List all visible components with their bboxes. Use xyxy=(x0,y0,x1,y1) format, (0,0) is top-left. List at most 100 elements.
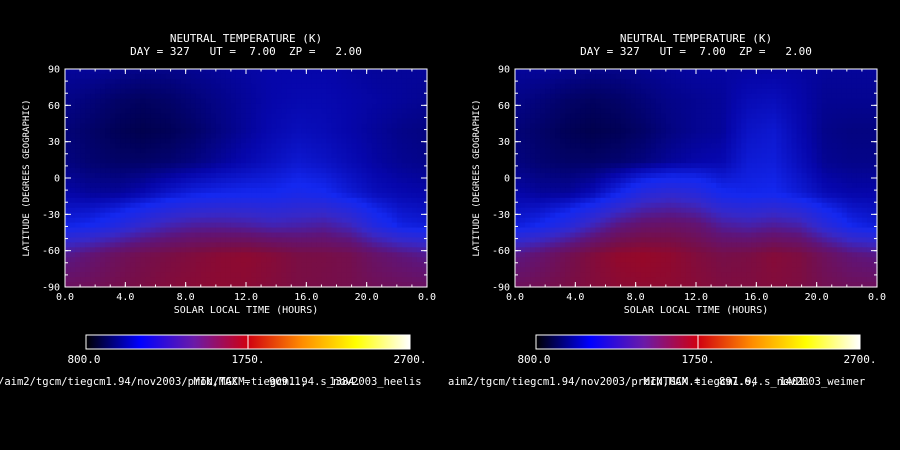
heatmap-cell xyxy=(256,202,262,209)
heatmap-cell xyxy=(175,257,182,263)
heatmap-cell xyxy=(130,227,136,234)
heatmap-cell xyxy=(220,212,227,219)
heatmap-cell xyxy=(90,113,96,120)
heatmap-cell xyxy=(160,187,167,194)
heatmap-cell xyxy=(376,78,383,85)
heatmap-cell xyxy=(771,98,778,105)
heatmap-cell xyxy=(406,262,413,268)
heatmap-cell xyxy=(600,168,607,174)
heatmap-cell xyxy=(100,227,106,234)
heatmap-cell xyxy=(220,118,227,125)
heatmap-cell xyxy=(416,163,423,169)
heatmap-cell xyxy=(361,148,368,154)
heatmap-cell xyxy=(866,178,873,184)
heatmap-cell xyxy=(100,217,106,224)
heatmap-cell xyxy=(296,272,302,278)
heatmap-cell xyxy=(230,103,237,110)
heatmap-cell xyxy=(291,83,297,90)
heatmap-cell xyxy=(386,138,393,144)
heatmap-cell xyxy=(515,103,521,110)
heatmap-cell xyxy=(95,138,101,144)
heatmap-cell xyxy=(356,212,363,219)
heatmap-cell xyxy=(195,267,202,273)
heatmap-cell xyxy=(851,83,858,90)
heatmap-cell xyxy=(630,168,637,174)
heatmap-cell xyxy=(271,232,277,239)
heatmap-cell xyxy=(261,143,267,149)
heatmap-cell xyxy=(595,168,602,174)
heatmap-cell xyxy=(195,163,202,169)
heatmap-cell xyxy=(120,237,126,243)
heatmap-cell xyxy=(821,133,828,139)
heatmap-cell xyxy=(781,168,788,174)
heatmap-cell xyxy=(401,83,408,90)
heatmap-cell xyxy=(595,143,602,149)
heatmap-cell xyxy=(386,173,393,179)
heatmap-cell xyxy=(281,192,287,199)
heatmap-cell xyxy=(630,163,637,169)
heatmap-cell xyxy=(170,98,177,105)
heatmap-cell xyxy=(160,123,167,130)
heatmap-cell xyxy=(316,227,323,234)
heatmap-cell xyxy=(540,158,546,164)
heatmap-cell xyxy=(866,98,873,105)
heatmap-cell xyxy=(655,118,662,125)
heatmap-cell xyxy=(366,187,373,194)
heatmap-cell xyxy=(170,282,177,288)
heatmap-cell xyxy=(585,103,592,110)
heatmap-cell xyxy=(635,178,642,184)
heatmap-cell xyxy=(396,247,403,253)
heatmap-cell xyxy=(155,103,162,110)
heatmap-cell xyxy=(75,123,81,130)
heatmap-cell xyxy=(311,182,317,189)
heatmap-cell xyxy=(721,148,727,154)
heatmap-cell xyxy=(680,163,687,169)
heatmap-cell xyxy=(140,98,147,105)
heatmap-cell xyxy=(75,143,81,149)
heatmap-cell xyxy=(401,93,408,100)
heatmap-cell xyxy=(801,78,808,85)
heatmap-cell xyxy=(391,88,398,95)
heatmap-cell xyxy=(85,143,91,149)
heatmap-cell xyxy=(781,103,788,110)
heatmap-cell xyxy=(75,247,81,253)
heatmap-cell xyxy=(215,88,222,95)
heatmap-cell xyxy=(140,197,147,204)
heatmap-cell xyxy=(396,93,403,100)
heatmap-cell xyxy=(230,78,237,85)
heatmap-cell xyxy=(311,252,317,258)
heatmap-cell xyxy=(266,217,272,224)
heatmap-cell xyxy=(801,69,808,75)
heatmap-cell xyxy=(635,93,642,100)
heatmap-cell xyxy=(225,138,232,144)
heatmap-cell xyxy=(85,202,91,209)
heatmap-cell xyxy=(235,207,242,214)
heatmap-cell xyxy=(371,98,378,105)
heatmap-cell xyxy=(140,202,147,209)
heatmap-cell xyxy=(655,69,662,75)
heatmap-cell xyxy=(366,197,373,204)
heatmap-cell xyxy=(851,103,858,110)
heatmap-cell xyxy=(261,118,267,125)
heatmap-cell xyxy=(150,277,157,283)
heatmap-cell xyxy=(180,143,187,149)
heatmap-cell xyxy=(530,128,536,134)
heatmap-cell xyxy=(685,173,692,179)
heatmap-cell xyxy=(585,128,592,134)
heatmap-cell xyxy=(580,128,586,134)
heatmap-cell xyxy=(286,212,292,219)
heatmap-cell xyxy=(701,143,707,149)
heatmap-cell xyxy=(266,237,272,243)
heatmap-cell xyxy=(396,73,403,80)
heatmap-cell xyxy=(331,207,338,214)
heatmap-cell xyxy=(610,182,617,189)
heatmap-cell xyxy=(200,123,207,130)
heatmap-cell xyxy=(125,277,131,283)
heatmap-cell xyxy=(381,158,388,164)
heatmap-cell xyxy=(675,73,682,80)
heatmap-cell xyxy=(821,73,828,80)
heatmap-cell xyxy=(240,222,247,229)
heatmap-cell xyxy=(721,133,727,139)
heatmap-cell xyxy=(346,277,353,283)
heatmap-cell xyxy=(756,158,762,164)
